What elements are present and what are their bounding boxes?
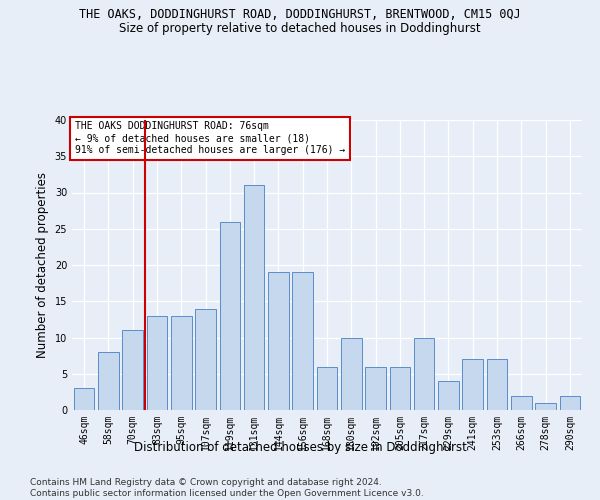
Bar xyxy=(220,222,240,410)
Bar xyxy=(535,403,556,410)
Bar xyxy=(560,396,580,410)
Bar xyxy=(463,359,483,410)
Bar xyxy=(171,316,191,410)
Bar xyxy=(122,330,143,410)
Text: THE OAKS, DODDINGHURST ROAD, DODDINGHURST, BRENTWOOD, CM15 0QJ: THE OAKS, DODDINGHURST ROAD, DODDINGHURS… xyxy=(79,8,521,20)
Bar xyxy=(195,308,216,410)
Bar xyxy=(511,396,532,410)
Text: THE OAKS DODDINGHURST ROAD: 76sqm
← 9% of detached houses are smaller (18)
91% o: THE OAKS DODDINGHURST ROAD: 76sqm ← 9% o… xyxy=(74,122,345,154)
Bar xyxy=(98,352,119,410)
Bar xyxy=(487,359,508,410)
Bar xyxy=(365,366,386,410)
Bar xyxy=(292,272,313,410)
Bar xyxy=(414,338,434,410)
Y-axis label: Number of detached properties: Number of detached properties xyxy=(36,172,49,358)
Bar xyxy=(438,381,459,410)
Bar xyxy=(244,185,265,410)
Text: Distribution of detached houses by size in Doddinghurst: Distribution of detached houses by size … xyxy=(134,441,466,454)
Bar xyxy=(268,272,289,410)
Bar xyxy=(74,388,94,410)
Bar xyxy=(317,366,337,410)
Bar xyxy=(341,338,362,410)
Bar xyxy=(389,366,410,410)
Text: Size of property relative to detached houses in Doddinghurst: Size of property relative to detached ho… xyxy=(119,22,481,35)
Text: Contains HM Land Registry data © Crown copyright and database right 2024.
Contai: Contains HM Land Registry data © Crown c… xyxy=(30,478,424,498)
Bar xyxy=(146,316,167,410)
